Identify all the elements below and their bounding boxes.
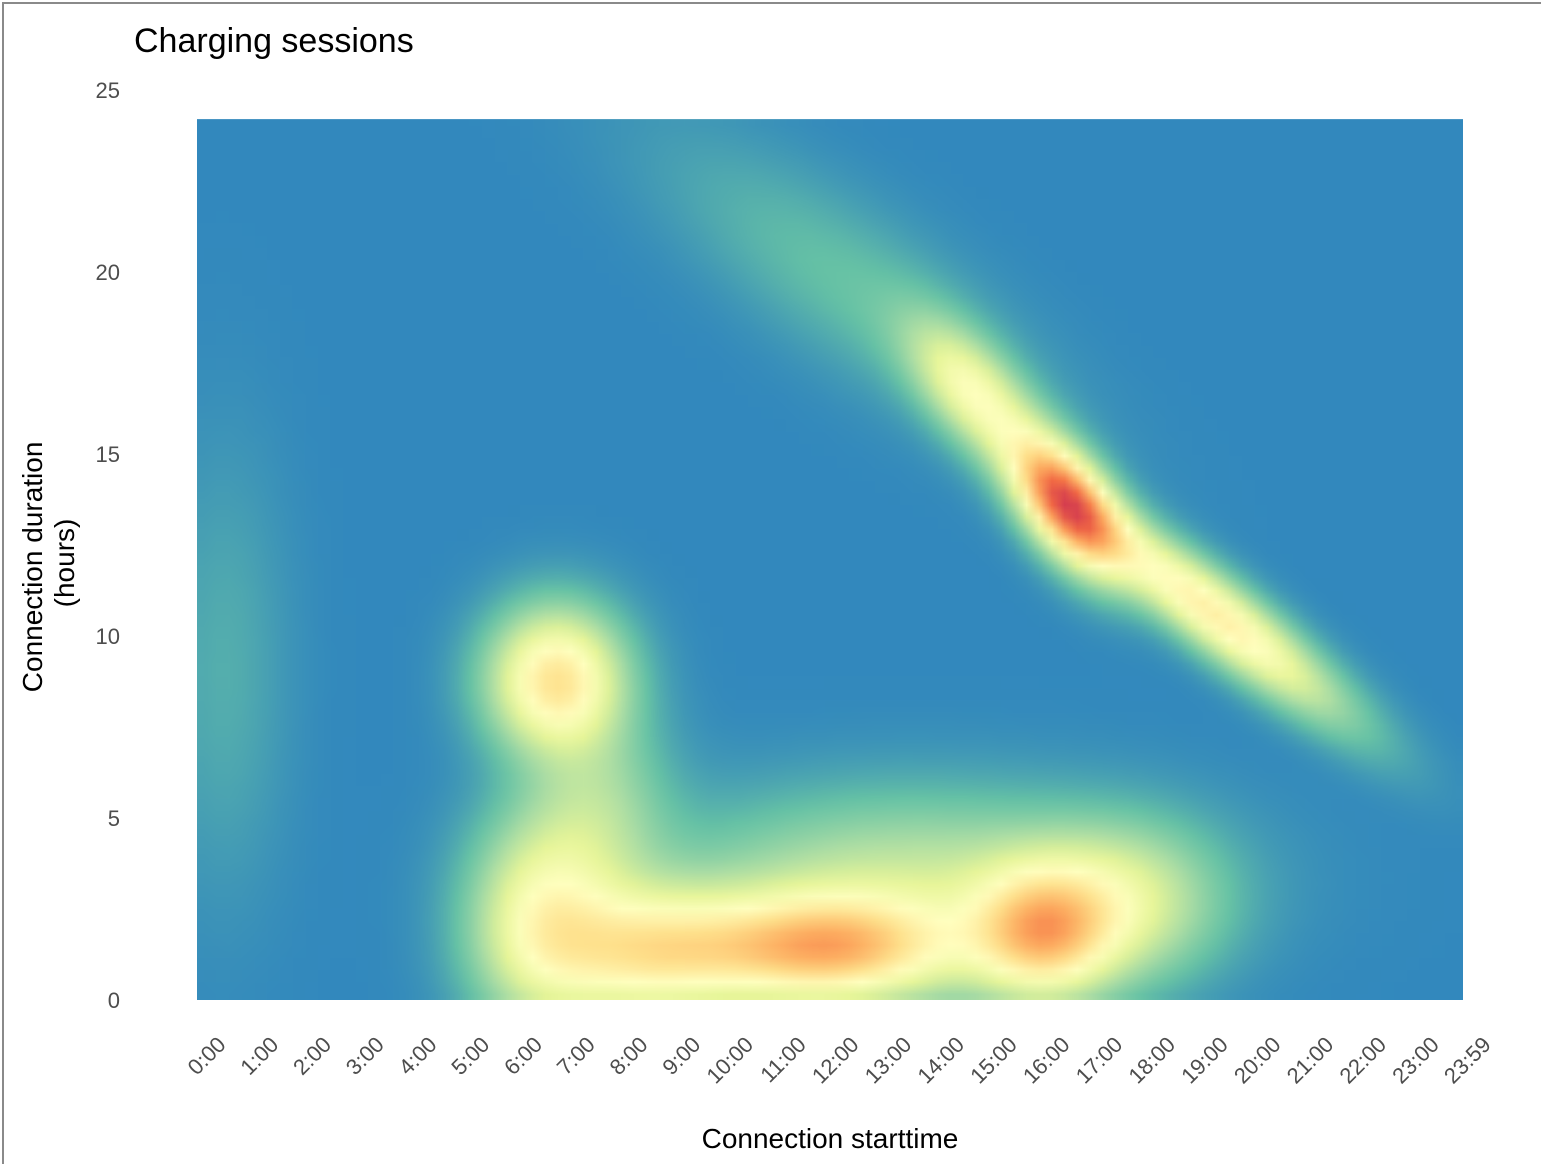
y-tick-label: 25	[96, 78, 120, 103]
y-tick-label: 5	[108, 806, 120, 831]
x-tick-label: 11:00	[755, 1032, 810, 1087]
x-tick-label: 16:00	[1018, 1032, 1075, 1089]
x-tick-label: 4:00	[394, 1032, 442, 1080]
x-tick-label: 9:00	[657, 1032, 705, 1080]
y-axis-title: Connection duration (hours)	[17, 434, 80, 692]
x-tick-label: 5:00	[446, 1032, 494, 1080]
density-heatmap	[197, 119, 1463, 1001]
x-tick-label: 21:00	[1282, 1032, 1339, 1089]
x-tick-label: 19:00	[1176, 1032, 1233, 1089]
x-axis-title: Connection starttime	[702, 1123, 959, 1154]
x-tick-label: 1:00	[235, 1032, 283, 1080]
x-tick-label: 18:00	[1123, 1032, 1180, 1089]
x-axis-ticks: 0:00 1:00 2:00 3:00 4:00 5:00 6:00 7:00 8:00 9:00…	[183, 1032, 1496, 1089]
x-tick-label: 23:59	[1439, 1032, 1496, 1089]
x-tick-label: 12:00	[807, 1032, 864, 1089]
y-axis-ticks: 0 5 10 15 20 25	[96, 78, 120, 1013]
y-tick-label: 0	[108, 988, 120, 1013]
x-tick-label: 10:00	[701, 1032, 758, 1089]
y-axis-title-line-1: Connection duration	[17, 442, 48, 693]
x-tick-label: 7:00	[552, 1032, 600, 1080]
density-raster	[197, 119, 1463, 1001]
chart-title: Charging sessions	[134, 22, 414, 60]
x-tick-label: 22:00	[1334, 1032, 1391, 1089]
x-tick-label: 15:00	[965, 1032, 1022, 1089]
x-tick-label: 23:00	[1387, 1032, 1444, 1089]
x-tick-label: 20:00	[1229, 1032, 1286, 1089]
y-axis-title-line-2: (hours)	[49, 519, 80, 608]
x-tick-label: 2:00	[288, 1032, 336, 1080]
x-tick-label: 13:00	[860, 1032, 917, 1089]
x-tick-label: 0:00	[183, 1032, 231, 1080]
y-tick-label: 20	[96, 260, 120, 285]
x-tick-label: 17:00	[1071, 1032, 1128, 1089]
x-tick-label: 6:00	[499, 1032, 547, 1080]
y-tick-label: 15	[96, 442, 120, 467]
y-tick-label: 10	[96, 624, 120, 649]
x-tick-label: 3:00	[341, 1032, 389, 1080]
x-tick-label: 8:00	[605, 1032, 653, 1080]
x-tick-label: 14:00	[912, 1032, 969, 1089]
